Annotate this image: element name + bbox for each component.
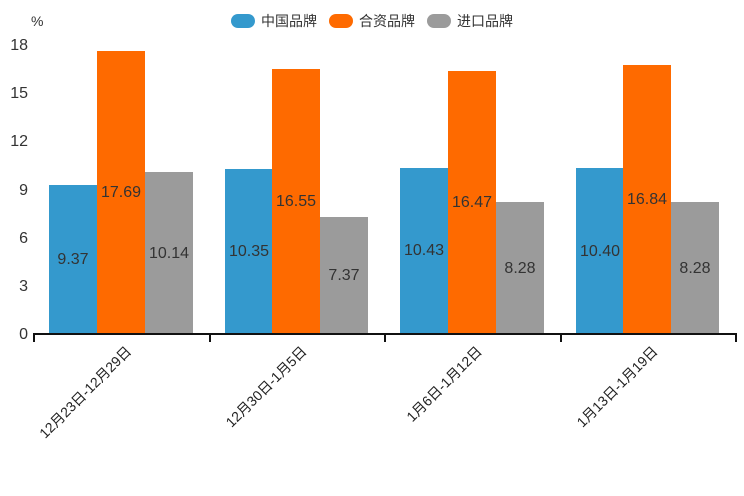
- y-tick-label: 3: [19, 277, 28, 295]
- bar-value-label: 16.47: [451, 194, 493, 211]
- legend-label: 合资品牌: [359, 13, 415, 29]
- y-axis-unit-label: %: [31, 13, 44, 29]
- legend: 中国品牌 合资品牌 进口品牌: [231, 11, 513, 31]
- bar-series-1-cat-2: [448, 71, 496, 335]
- legend-label: 中国品牌: [261, 13, 317, 29]
- bar-series-0-cat-3: [576, 168, 624, 335]
- x-category-label: 1月6日-1月12日: [403, 343, 486, 425]
- legend-swatch-icon: [427, 14, 451, 28]
- legend-swatch-icon: [231, 14, 255, 28]
- x-axis-tick: [735, 335, 737, 342]
- bar-value-label: 7.37: [328, 267, 360, 284]
- bar-value-label: 10.43: [403, 242, 445, 259]
- legend-item-series-2[interactable]: 进口品牌: [427, 11, 513, 31]
- bar-value-label: 17.69: [100, 184, 142, 201]
- x-axis-line: [33, 333, 737, 335]
- bar-series-2-cat-0: [145, 172, 193, 335]
- y-tick-label: 18: [10, 37, 28, 54]
- bar-series-1-cat-0: [97, 51, 145, 335]
- y-tick-label: 0: [19, 326, 28, 343]
- y-tick-label: 12: [10, 133, 28, 151]
- bar-series-2-cat-3: [671, 202, 719, 335]
- bar-value-label: 10.35: [228, 243, 270, 260]
- bar-value-label: 16.84: [626, 191, 668, 208]
- x-category-label: 1月13日-1月19日: [573, 343, 661, 431]
- x-axis-tick: [384, 335, 386, 342]
- y-tick-label: 9: [19, 181, 28, 199]
- legend-item-series-1[interactable]: 合资品牌: [329, 11, 415, 31]
- x-axis-tick: [33, 335, 35, 342]
- bar-value-label: 8.28: [504, 260, 536, 277]
- bar-series-1-cat-3: [623, 65, 671, 335]
- bar-series-0-cat-2: [400, 168, 448, 335]
- x-axis-tick: [560, 335, 562, 342]
- bar-value-label: 8.28: [679, 260, 711, 277]
- bar-series-0-cat-1: [225, 169, 273, 335]
- bar-value-label: 9.37: [57, 251, 89, 268]
- bar-value-label: 10.14: [148, 245, 190, 262]
- y-tick-label: 6: [19, 229, 28, 247]
- legend-item-series-0[interactable]: 中国品牌: [231, 11, 317, 31]
- bar-series-1-cat-1: [272, 69, 320, 335]
- bar-value-label: 10.40: [579, 243, 621, 260]
- bar-value-label: 16.55: [275, 193, 317, 210]
- bar-series-0-cat-0: [49, 185, 97, 335]
- x-category-label: 12月23日-12月29日: [35, 343, 135, 442]
- legend-label: 进口品牌: [457, 13, 513, 29]
- bar-series-2-cat-2: [496, 202, 544, 335]
- legend-swatch-icon: [329, 14, 353, 28]
- x-axis-tick: [209, 335, 211, 342]
- y-tick-label: 15: [10, 85, 28, 103]
- x-category-label: 12月30日-1月5日: [222, 343, 310, 431]
- bar-series-2-cat-1: [320, 217, 368, 335]
